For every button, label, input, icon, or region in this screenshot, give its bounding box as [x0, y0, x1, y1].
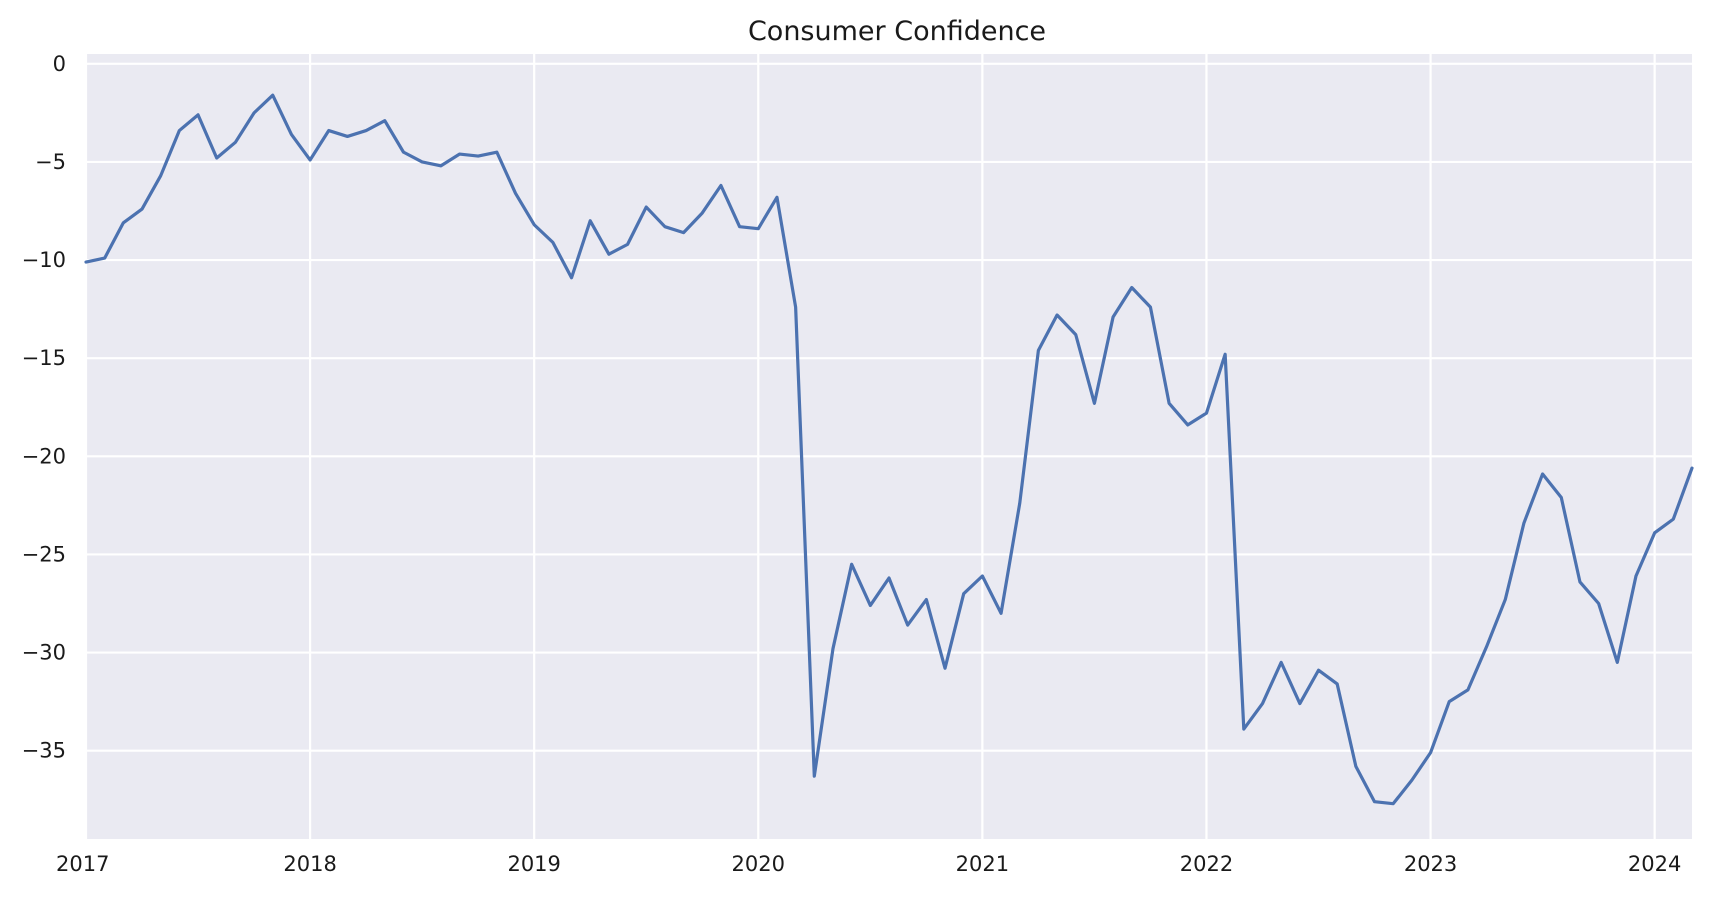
x-tick-label: 2020	[732, 852, 785, 876]
x-tick-label: 2021	[956, 852, 1009, 876]
plot-area	[86, 54, 1692, 839]
y-tick-label: −10	[22, 248, 66, 272]
x-tick-label: 2024	[1628, 852, 1681, 876]
y-axis: 0 −5 −10 −15 −20 −25 −30 −35	[22, 52, 66, 763]
y-tick-label: −35	[22, 739, 66, 763]
y-tick-label: −15	[22, 346, 66, 370]
x-tick-label: 2019	[507, 852, 560, 876]
y-tick-label: 0	[53, 52, 66, 76]
y-tick-label: −5	[35, 150, 66, 174]
x-axis: 2017 2018 2019 2020 2021 2022 2023 2024	[56, 852, 1681, 876]
series-line	[84, 93, 1694, 806]
series-layer	[84, 93, 1694, 806]
y-tick-label: −25	[22, 542, 66, 566]
y-tick-label: −30	[22, 641, 66, 665]
x-tick-label: 2017	[56, 852, 109, 876]
grid	[84, 54, 1692, 839]
x-tick-label: 2022	[1180, 852, 1233, 876]
chart-title: Consumer Confidence	[748, 16, 1046, 47]
x-tick-label: 2018	[283, 852, 336, 876]
x-tick-label: 2023	[1404, 852, 1457, 876]
y-tick-label: −20	[22, 444, 66, 468]
